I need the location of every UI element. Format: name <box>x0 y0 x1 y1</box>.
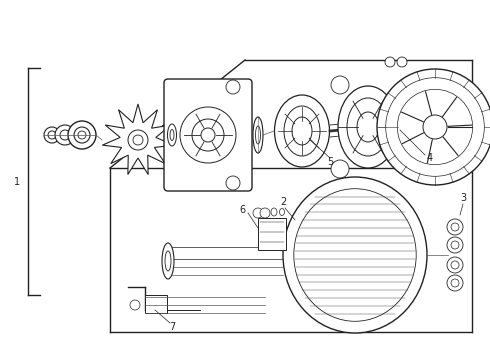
Text: 7: 7 <box>169 322 175 332</box>
Circle shape <box>447 219 463 235</box>
Circle shape <box>44 127 60 143</box>
Text: 1: 1 <box>14 177 20 187</box>
Text: 4: 4 <box>427 153 433 163</box>
FancyBboxPatch shape <box>164 79 252 191</box>
Bar <box>145 295 167 313</box>
Circle shape <box>385 57 395 67</box>
Polygon shape <box>102 104 173 175</box>
Ellipse shape <box>162 243 174 279</box>
Ellipse shape <box>168 124 176 146</box>
Circle shape <box>253 208 263 218</box>
Text: 3: 3 <box>460 193 466 203</box>
Circle shape <box>447 275 463 291</box>
Ellipse shape <box>253 117 263 153</box>
Circle shape <box>377 69 490 185</box>
Circle shape <box>128 130 148 150</box>
Circle shape <box>447 237 463 253</box>
Ellipse shape <box>283 177 427 333</box>
Circle shape <box>447 257 463 273</box>
Circle shape <box>68 121 96 149</box>
Circle shape <box>55 125 75 145</box>
Bar <box>258 218 286 250</box>
Ellipse shape <box>279 208 285 216</box>
Circle shape <box>331 76 349 94</box>
Text: 6: 6 <box>239 205 245 215</box>
Text: 2: 2 <box>280 197 286 207</box>
Circle shape <box>260 208 270 218</box>
Circle shape <box>331 160 349 178</box>
Circle shape <box>130 300 140 310</box>
Ellipse shape <box>271 208 277 216</box>
Text: 5: 5 <box>327 157 333 167</box>
Ellipse shape <box>370 118 378 136</box>
Ellipse shape <box>274 95 329 167</box>
Ellipse shape <box>338 86 398 168</box>
Circle shape <box>397 57 407 67</box>
